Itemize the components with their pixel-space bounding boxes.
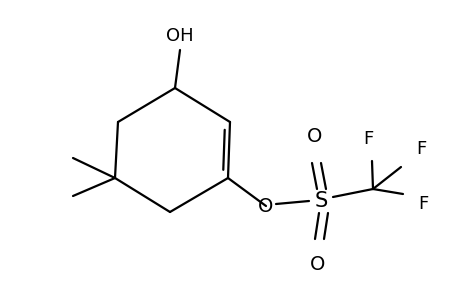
Text: F: F xyxy=(417,195,427,213)
Text: F: F xyxy=(362,130,372,148)
Text: S: S xyxy=(313,191,327,211)
Text: O: O xyxy=(258,196,273,215)
Text: O: O xyxy=(307,128,322,146)
Text: O: O xyxy=(310,256,325,274)
Text: OH: OH xyxy=(166,27,193,45)
Text: F: F xyxy=(415,140,425,158)
